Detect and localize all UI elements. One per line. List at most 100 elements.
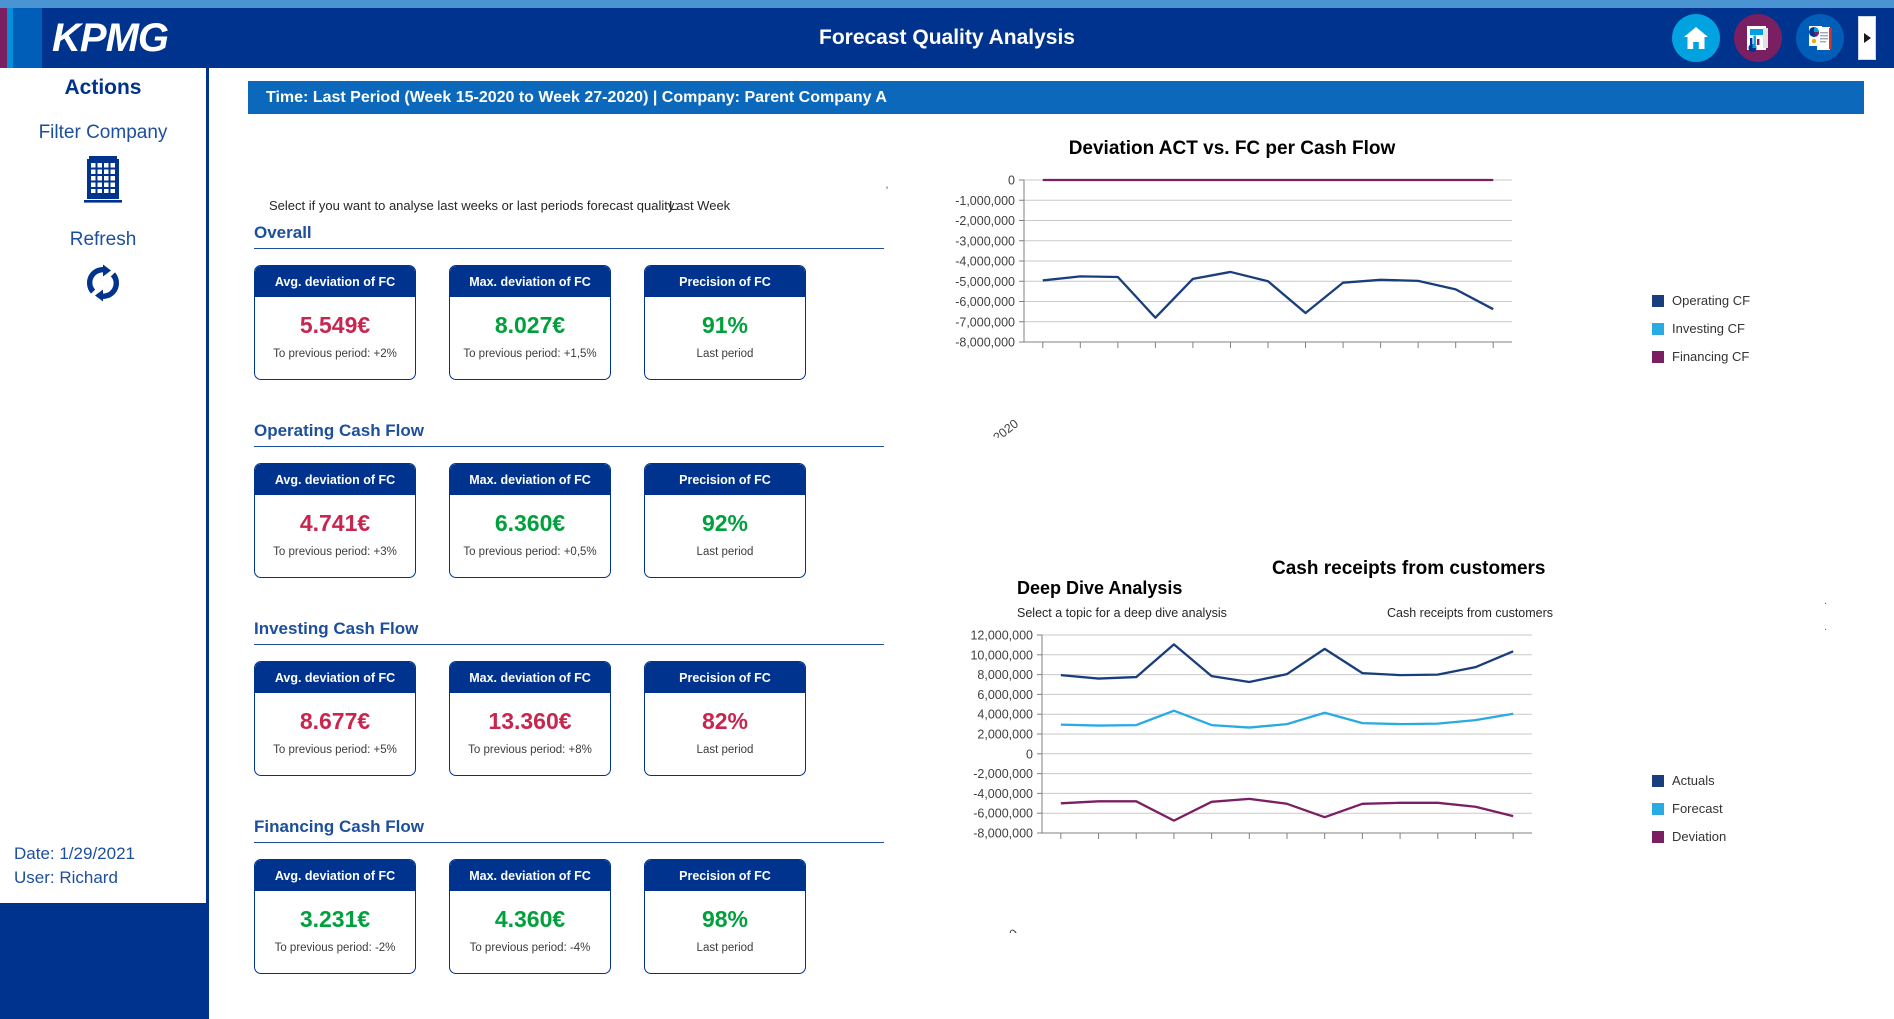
legend-item[interactable]: Forecast xyxy=(1652,801,1726,816)
kpi-card[interactable]: Precision of FC 82% Last period xyxy=(644,661,806,776)
deep-dive-value[interactable]: Cash receipts from customers xyxy=(1387,606,1554,620)
kpi-section-heading: Financing Cash Flow xyxy=(254,817,884,843)
kpi-card-value: 4.741€ xyxy=(299,510,371,537)
building-icon[interactable] xyxy=(0,153,206,207)
sidebar-item-label: Refresh xyxy=(69,229,137,250)
filter-summary-text: Time: Last Period (Week 15-2020 to Week … xyxy=(266,88,887,106)
kpi-card-value: 8.027€ xyxy=(494,312,566,339)
legend-label: Operating CF xyxy=(1672,293,1751,308)
kpi-card-title: Max. deviation of FC xyxy=(450,662,610,693)
report-icon[interactable] xyxy=(1734,14,1782,62)
sidebar-bottom-fill xyxy=(0,903,209,1019)
legend-item[interactable]: Investing CF xyxy=(1652,321,1750,336)
kpi-card-subtext: To previous period: -4% xyxy=(469,941,591,954)
kpi-card[interactable]: Avg. deviation of FC 3.231€ To previous pe… xyxy=(254,859,416,974)
kpi-card[interactable]: Precision of FC 98% Last period xyxy=(644,859,806,974)
svg-text:-6,000,000: -6,000,000 xyxy=(955,295,1015,309)
legend-swatch-icon xyxy=(1652,322,1664,335)
top-accent-strip xyxy=(0,0,1894,8)
legend-swatch-icon xyxy=(1652,294,1664,307)
legend-label: Actuals xyxy=(1672,773,1715,788)
kpi-section-heading: Investing Cash Flow xyxy=(254,619,884,645)
svg-text:-2,000,000: -2,000,000 xyxy=(973,767,1033,781)
svg-text:Week 15-2020: Week 15-2020 xyxy=(948,926,1021,933)
sidebar-item-filter-company[interactable]: Filter Company xyxy=(0,122,206,207)
kpi-card-subtext: Last period xyxy=(696,347,754,360)
kpi-card-body: 8.677€ To previous period: +5% xyxy=(255,693,415,775)
kpi-card-title: Avg. deviation of FC xyxy=(255,860,415,891)
kpi-card-subtext: To previous period: +1,5% xyxy=(463,347,597,360)
period-selector-row: Select if you want to analyse last weeks… xyxy=(254,185,1154,218)
chart-series-line xyxy=(1042,270,1494,319)
kpi-card-subtext: Last period xyxy=(696,941,754,954)
svg-text:0: 0 xyxy=(1026,747,1033,761)
kpi-card-body: 13.360€ To previous period: +8% xyxy=(450,693,610,775)
kpi-card-body: 91% Last period xyxy=(645,297,805,379)
kpi-section: Investing Cash Flow Avg. deviation of FC 8… xyxy=(254,619,894,776)
kpi-card-value: 98% xyxy=(701,906,749,933)
kpi-card-body: 3.231€ To previous period: -2% xyxy=(255,891,415,973)
cash-receipts-chart-canvas: 12,000,000 10,000,000 8,000,000 6,000,000 4,… xyxy=(912,623,1572,1019)
legend-item[interactable]: Deviation xyxy=(1652,829,1726,844)
cash-receipts-chart-block: 12,000,000 10,000,000 8,000,000 6,000,000 4,… xyxy=(912,623,1572,1019)
kpi-card-body: 98% Last period xyxy=(645,891,805,973)
document-icon[interactable] xyxy=(1796,14,1844,62)
kpi-card-title: Avg. deviation of FC xyxy=(255,266,415,297)
kpi-card-body: 4.360€ To previous period: -4% xyxy=(450,891,610,973)
kpi-card[interactable]: Max. deviation of FC 8.027€ To previous pe… xyxy=(449,265,611,380)
cash-receipts-chart-legend: Actuals Forecast Deviation xyxy=(1652,773,1726,844)
kpi-card-row: Avg. deviation of FC 3.231€ To previous pe… xyxy=(254,859,894,974)
kpi-card[interactable]: Avg. deviation of FC 4.741€ To previous pe… xyxy=(254,463,416,578)
svg-text:-4,000,000: -4,000,000 xyxy=(973,787,1033,801)
legend-item[interactable]: Financing CF xyxy=(1652,349,1750,364)
period-selector-value[interactable]: Last Week xyxy=(669,198,731,213)
chart-series-line xyxy=(1060,709,1514,729)
kpi-card-title: Precision of FC xyxy=(645,662,805,693)
kpi-card-subtext: To previous period: +3% xyxy=(273,545,397,558)
legend-swatch-icon xyxy=(1652,350,1664,363)
deviation-chart-canvas: 0 -1,000,000 -2,000,000 -3,000,000 -4,000,00… xyxy=(912,168,1567,755)
kpi-section-heading: Operating Cash Flow xyxy=(254,421,884,447)
svg-text:Week 15-2020: Week 15-2020 xyxy=(949,417,1022,438)
kpi-card-subtext: To previous period: +8% xyxy=(468,743,592,756)
period-selector-tick: ' xyxy=(886,185,889,197)
sidebar-item-refresh[interactable]: Refresh xyxy=(0,229,206,304)
kpi-card-body: 6.360€ To previous period: +0,5% xyxy=(450,495,610,577)
refresh-icon[interactable] xyxy=(0,260,206,304)
kpi-card[interactable]: Precision of FC 92% Last period xyxy=(644,463,806,578)
kpi-card-row: Avg. deviation of FC 5.549€ To previous pe… xyxy=(254,265,894,380)
kpi-card[interactable]: Max. deviation of FC 13.360€ To previous p… xyxy=(449,661,611,776)
kpi-section: Overall Avg. deviation of FC 5.549€ To prev… xyxy=(254,223,894,380)
sidebar: Actions Filter Company xyxy=(0,68,209,903)
deviation-chart-legend: Operating CF Investing CF Financing CF xyxy=(1652,293,1750,364)
svg-text:10,000,000: 10,000,000 xyxy=(970,648,1033,662)
kpi-card[interactable]: Precision of FC 91% Last period xyxy=(644,265,806,380)
kpi-card-title: Precision of FC xyxy=(645,860,805,891)
kpmg-logo-text: KPMG xyxy=(52,16,169,60)
svg-text:8,000,000: 8,000,000 xyxy=(977,668,1033,682)
kpi-card[interactable]: Max. deviation of FC 6.360€ To previous pe… xyxy=(449,463,611,578)
date-label: Date: 1/29/2021 xyxy=(14,843,135,863)
flyout-arrow-icon[interactable] xyxy=(1858,16,1876,60)
kpi-card[interactable]: Avg. deviation of FC 5.549€ To previous pe… xyxy=(254,265,416,380)
header-accent-purple xyxy=(0,8,7,68)
svg-text:-2,000,000: -2,000,000 xyxy=(955,214,1015,228)
svg-text:2,000,000: 2,000,000 xyxy=(977,728,1033,742)
kpi-section: Operating Cash Flow Avg. deviation of FC 4… xyxy=(254,421,894,578)
legend-item[interactable]: Operating CF xyxy=(1652,293,1750,308)
legend-swatch-icon xyxy=(1652,830,1664,843)
kpi-card[interactable]: Max. deviation of FC 4.360€ To previous pe… xyxy=(449,859,611,974)
chart-series-line xyxy=(1060,643,1514,684)
svg-text:0: 0 xyxy=(1008,174,1015,188)
kpi-card[interactable]: Avg. deviation of FC 8.677€ To previous pe… xyxy=(254,661,416,776)
legend-item[interactable]: Actuals xyxy=(1652,773,1726,788)
chart-series-line xyxy=(1060,797,1514,822)
legend-label: Forecast xyxy=(1672,801,1723,816)
home-icon[interactable] xyxy=(1672,14,1720,62)
deviation-chart-block: Deviation ACT vs. FC per Cash Flow 0 -1,0… xyxy=(912,138,1567,755)
kpi-card-value: 13.360€ xyxy=(488,708,572,735)
kpi-card-subtext: To previous period: -2% xyxy=(274,941,396,954)
kpi-card-subtext: To previous period: +2% xyxy=(273,347,397,360)
kpi-card-value: 8.677€ xyxy=(299,708,371,735)
